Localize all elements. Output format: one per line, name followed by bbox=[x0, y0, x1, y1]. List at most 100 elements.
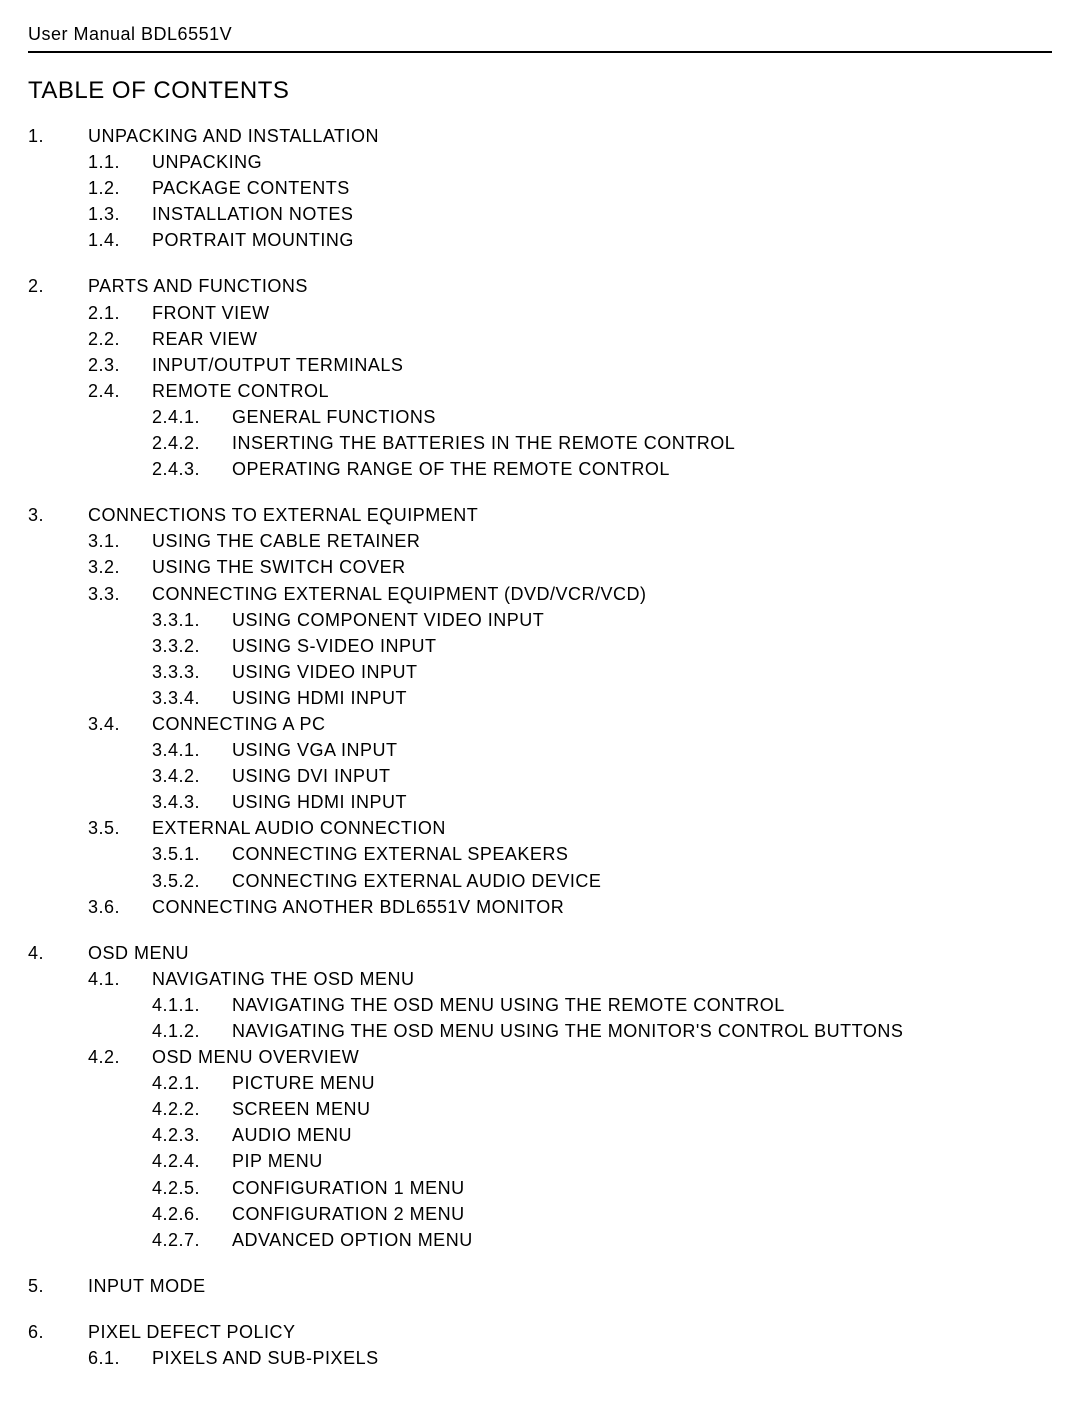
toc-title-text: UNPACKING bbox=[152, 149, 1052, 175]
toc-entry-l2: 2.1.FRONT VIEW bbox=[28, 300, 1052, 326]
toc-entry-l3: 3.5.2.CONNECTING EXTERNAL AUDIO DEVICE bbox=[28, 868, 1052, 894]
toc-num: 3.4. bbox=[88, 711, 152, 737]
toc-entry-l2: 1.4.PORTRAIT MOUNTING bbox=[28, 227, 1052, 253]
toc-title-text: CONNECTING ANOTHER BDL6551V MONITOR bbox=[152, 894, 1052, 920]
toc-title-text: PORTRAIT MOUNTING bbox=[152, 227, 1052, 253]
toc-entry-l3: 3.3.1.USING COMPONENT VIDEO INPUT bbox=[28, 607, 1052, 633]
toc-title-text: PIXELS AND SUB-PIXELS bbox=[152, 1345, 1052, 1371]
toc-title-text: FRONT VIEW bbox=[152, 300, 1052, 326]
toc-title-text: USING THE CABLE RETAINER bbox=[152, 528, 1052, 554]
toc-entry-l3: 3.4.1.USING VGA INPUT bbox=[28, 737, 1052, 763]
toc-num: 1.4. bbox=[88, 227, 152, 253]
toc-entry-l3: 3.4.3.USING HDMI INPUT bbox=[28, 789, 1052, 815]
toc-entry-l3: 4.2.4.PIP MENU bbox=[28, 1148, 1052, 1174]
toc-entry-l3: 2.4.3.OPERATING RANGE OF THE REMOTE CONT… bbox=[28, 456, 1052, 482]
toc-num: 2.2. bbox=[88, 326, 152, 352]
toc-title-text: OSD MENU bbox=[88, 940, 1052, 966]
toc-entry-l1: 3.CONNECTIONS TO EXTERNAL EQUIPMENT bbox=[28, 502, 1052, 528]
toc-num: 2. bbox=[28, 273, 88, 299]
toc-title-text: EXTERNAL AUDIO CONNECTION bbox=[152, 815, 1052, 841]
toc-num: 3.3.4. bbox=[152, 685, 232, 711]
toc-title-text: PARTS AND FUNCTIONS bbox=[88, 273, 1052, 299]
toc-title-text: NAVIGATING THE OSD MENU bbox=[152, 966, 1052, 992]
toc-num: 1. bbox=[28, 123, 88, 149]
toc-entry-l3: 3.3.3.USING VIDEO INPUT bbox=[28, 659, 1052, 685]
toc-title-text: INSERTING THE BATTERIES IN THE REMOTE CO… bbox=[232, 430, 1052, 456]
toc-num: 4. bbox=[28, 940, 88, 966]
toc-title-text: REAR VIEW bbox=[152, 326, 1052, 352]
toc-section: 6.PIXEL DEFECT POLICY6.1.PIXELS AND SUB-… bbox=[28, 1319, 1052, 1371]
toc-title-text: UNPACKING AND INSTALLATION bbox=[88, 123, 1052, 149]
toc-entry-l2: 1.1.UNPACKING bbox=[28, 149, 1052, 175]
toc-title: TABLE OF CONTENTS bbox=[28, 77, 1052, 105]
toc-title-text: PACKAGE CONTENTS bbox=[152, 175, 1052, 201]
toc-title-text: CONFIGURATION 1 MENU bbox=[232, 1175, 1052, 1201]
toc-entry-l3: 4.2.1.PICTURE MENU bbox=[28, 1070, 1052, 1096]
toc-num: 2.1. bbox=[88, 300, 152, 326]
toc-entry-l2: 1.2.PACKAGE CONTENTS bbox=[28, 175, 1052, 201]
toc-title-text: CONNECTING EXTERNAL AUDIO DEVICE bbox=[232, 868, 1052, 894]
toc-num: 3.1. bbox=[88, 528, 152, 554]
toc-title-text: PIXEL DEFECT POLICY bbox=[88, 1319, 1052, 1345]
toc-entry-l2: 6.1.PIXELS AND SUB-PIXELS bbox=[28, 1345, 1052, 1371]
toc-entry-l3: 3.3.2.USING S-VIDEO INPUT bbox=[28, 633, 1052, 659]
toc-num: 2.3. bbox=[88, 352, 152, 378]
toc-title-text: USING COMPONENT VIDEO INPUT bbox=[232, 607, 1052, 633]
toc-num: 4.1.1. bbox=[152, 992, 232, 1018]
toc-num: 1.2. bbox=[88, 175, 152, 201]
toc-title-text: CONNECTING A PC bbox=[152, 711, 1052, 737]
toc-num: 4.2.7. bbox=[152, 1227, 232, 1253]
toc-num: 1.3. bbox=[88, 201, 152, 227]
toc-title-text: OPERATING RANGE OF THE REMOTE CONTROL bbox=[232, 456, 1052, 482]
toc-num: 3.3.3. bbox=[152, 659, 232, 685]
page-header: User Manual BDL6551V bbox=[28, 24, 1052, 53]
toc-title-text: NAVIGATING THE OSD MENU USING THE REMOTE… bbox=[232, 992, 1052, 1018]
toc-title-text: INPUT/OUTPUT TERMINALS bbox=[152, 352, 1052, 378]
toc-entry-l2: 3.6.CONNECTING ANOTHER BDL6551V MONITOR bbox=[28, 894, 1052, 920]
toc-title-text: INSTALLATION NOTES bbox=[152, 201, 1052, 227]
toc-title-text: INPUT MODE bbox=[88, 1273, 1052, 1299]
toc-entry-l1: 2.PARTS AND FUNCTIONS bbox=[28, 273, 1052, 299]
toc-num: 4.1. bbox=[88, 966, 152, 992]
toc-num: 3.4.2. bbox=[152, 763, 232, 789]
toc-title-text: USING VIDEO INPUT bbox=[232, 659, 1052, 685]
toc-entry-l3: 4.2.2.SCREEN MENU bbox=[28, 1096, 1052, 1122]
toc-title-text: USING HDMI INPUT bbox=[232, 685, 1052, 711]
toc-num: 3.3. bbox=[88, 581, 152, 607]
toc-entry-l2: 3.3.CONNECTING EXTERNAL EQUIPMENT (DVD/V… bbox=[28, 581, 1052, 607]
toc-num: 4.2.4. bbox=[152, 1148, 232, 1174]
toc-title-text: USING DVI INPUT bbox=[232, 763, 1052, 789]
toc-num: 4.2.6. bbox=[152, 1201, 232, 1227]
toc-entry-l2: 3.1.USING THE CABLE RETAINER bbox=[28, 528, 1052, 554]
toc-title-text: PICTURE MENU bbox=[232, 1070, 1052, 1096]
toc-section: 5.INPUT MODE bbox=[28, 1273, 1052, 1299]
toc-num: 3.3.1. bbox=[152, 607, 232, 633]
toc-title-text: REMOTE CONTROL bbox=[152, 378, 1052, 404]
toc-entry-l3: 4.1.2.NAVIGATING THE OSD MENU USING THE … bbox=[28, 1018, 1052, 1044]
toc-entry-l3: 3.4.2.USING DVI INPUT bbox=[28, 763, 1052, 789]
toc-title-text: AUDIO MENU bbox=[232, 1122, 1052, 1148]
toc-title-text: USING S-VIDEO INPUT bbox=[232, 633, 1052, 659]
toc-num: 2.4.3. bbox=[152, 456, 232, 482]
toc-num: 3.5.1. bbox=[152, 841, 232, 867]
toc-entry-l3: 4.2.5.CONFIGURATION 1 MENU bbox=[28, 1175, 1052, 1201]
toc-section: 1.UNPACKING AND INSTALLATION1.1.UNPACKIN… bbox=[28, 123, 1052, 253]
toc-num: 4.2.1. bbox=[152, 1070, 232, 1096]
toc-entry-l3: 3.3.4.USING HDMI INPUT bbox=[28, 685, 1052, 711]
toc-entry-l1: 4.OSD MENU bbox=[28, 940, 1052, 966]
toc-entry-l3: 4.2.6.CONFIGURATION 2 MENU bbox=[28, 1201, 1052, 1227]
toc-num: 5. bbox=[28, 1273, 88, 1299]
toc-num: 4.2.3. bbox=[152, 1122, 232, 1148]
toc-title-text: CONNECTING EXTERNAL SPEAKERS bbox=[232, 841, 1052, 867]
toc-section: 2.PARTS AND FUNCTIONS2.1.FRONT VIEW2.2.R… bbox=[28, 273, 1052, 482]
toc-entry-l2: 2.3.INPUT/OUTPUT TERMINALS bbox=[28, 352, 1052, 378]
toc-entry-l3: 2.4.2.INSERTING THE BATTERIES IN THE REM… bbox=[28, 430, 1052, 456]
toc-title-text: GENERAL FUNCTIONS bbox=[232, 404, 1052, 430]
toc-entry-l3: 4.2.3.AUDIO MENU bbox=[28, 1122, 1052, 1148]
toc-num: 6.1. bbox=[88, 1345, 152, 1371]
toc-num: 3. bbox=[28, 502, 88, 528]
toc-num: 2.4.2. bbox=[152, 430, 232, 456]
toc-section: 4.OSD MENU4.1.NAVIGATING THE OSD MENU4.1… bbox=[28, 940, 1052, 1253]
toc-entry-l1: 1.UNPACKING AND INSTALLATION bbox=[28, 123, 1052, 149]
toc-num: 4.2.2. bbox=[152, 1096, 232, 1122]
